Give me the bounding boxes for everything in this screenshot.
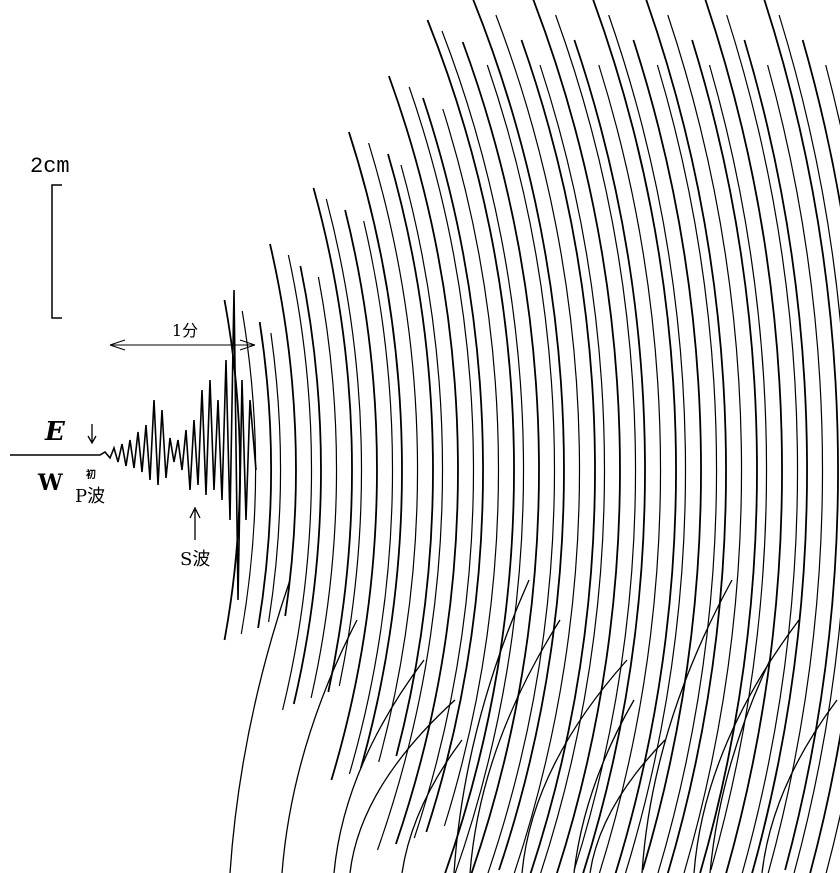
p-wave-label: P波 xyxy=(75,486,105,507)
west-label: W xyxy=(37,470,63,496)
background xyxy=(0,0,840,873)
time-label: 1分 xyxy=(172,321,198,340)
scale-label: 2cm xyxy=(30,154,70,179)
seismogram: 2cm 1分 E W 初 P波 S波 xyxy=(0,0,840,873)
first-motion-label: 初 xyxy=(86,468,96,481)
s-wave-label: S波 xyxy=(180,549,210,570)
east-label: E xyxy=(44,417,66,447)
